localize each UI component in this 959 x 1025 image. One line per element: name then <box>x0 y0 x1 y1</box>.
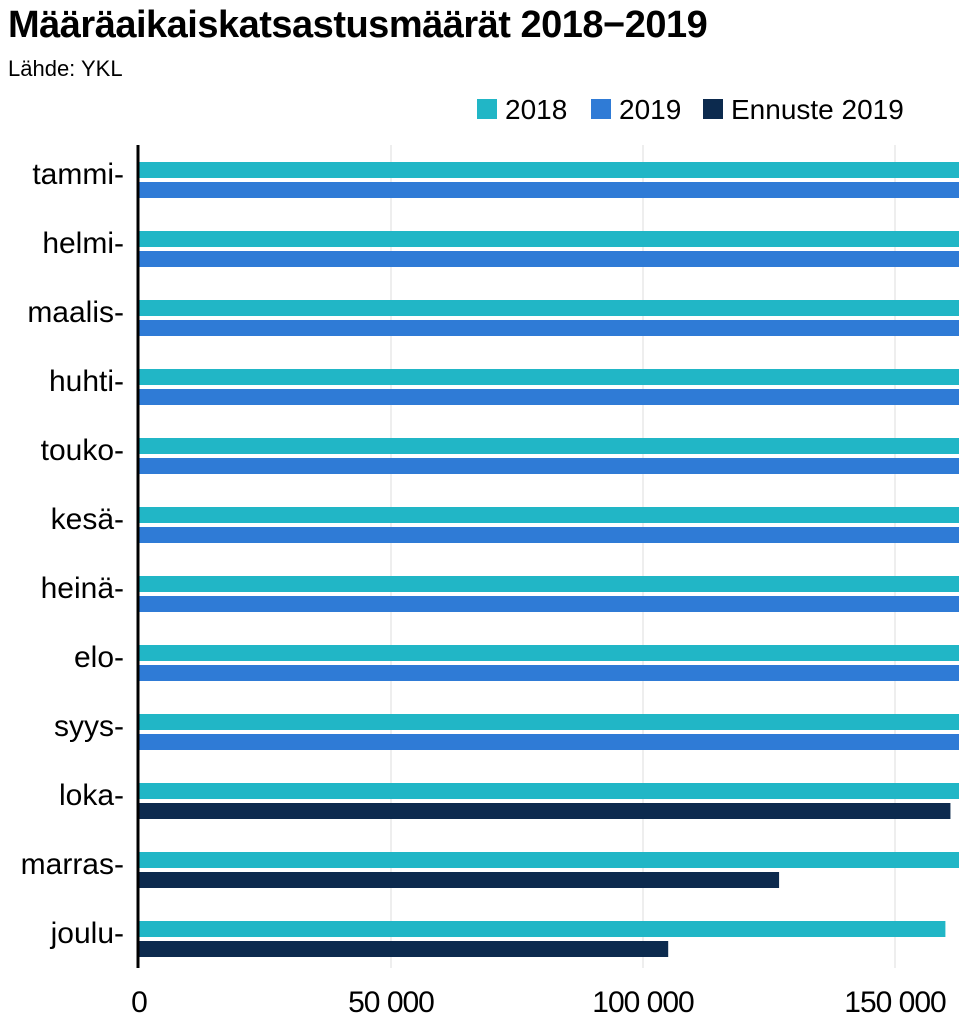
category-label: syys- <box>54 710 124 743</box>
category-label: tammi- <box>32 158 124 191</box>
legend-swatch <box>591 99 611 119</box>
bar-2018 <box>139 231 959 247</box>
chart-title: Määräaikaiskatsastusmäärät 2018−2019 <box>8 4 708 46</box>
bar-ennuste-2019 <box>139 872 780 888</box>
bar-2018 <box>139 300 959 316</box>
bar-2019 <box>139 734 959 750</box>
category-label: kesä- <box>51 503 124 536</box>
bar-ennuste-2019 <box>139 941 669 957</box>
bar-2019 <box>139 458 959 474</box>
gridlines <box>390 145 896 968</box>
category-label: huhti- <box>49 365 124 398</box>
bar-2019 <box>139 527 959 543</box>
bar-2019 <box>139 182 959 198</box>
bar-2018 <box>139 576 959 592</box>
legend-swatch <box>703 99 723 119</box>
bar-2019 <box>139 596 959 612</box>
bar-2018 <box>139 507 959 523</box>
chart-subtitle: Lähde: YKL <box>8 56 123 81</box>
x-tick-label: 150 000 <box>844 986 946 1019</box>
bars <box>139 162 959 957</box>
bar-2018 <box>139 438 959 454</box>
bar-2019 <box>139 320 959 336</box>
x-tick-label: 100 000 <box>592 986 694 1019</box>
legend: 2018 2019 Ennuste 2019 <box>477 94 904 125</box>
bar-2018 <box>139 852 959 868</box>
x-tick-label: 0 <box>131 986 147 1019</box>
bar-2018 <box>139 645 959 661</box>
bar-2018 <box>139 369 959 385</box>
bar-2019 <box>139 665 959 681</box>
category-label: maalis- <box>27 296 124 329</box>
bar-2019 <box>139 251 959 267</box>
category-label: marras- <box>21 848 124 881</box>
category-label: heinä- <box>41 572 124 605</box>
bar-2018 <box>139 783 959 799</box>
x-tick-label: 50 000 <box>348 986 434 1019</box>
legend-swatch <box>477 99 497 119</box>
category-label: elo- <box>74 641 124 674</box>
bar-2018 <box>139 921 946 937</box>
category-label: joulu- <box>50 917 124 950</box>
bar-ennuste-2019 <box>139 803 951 819</box>
category-label: helmi- <box>42 227 124 260</box>
legend-label: Ennuste 2019 <box>731 94 904 125</box>
category-label: touko- <box>41 434 124 467</box>
legend-label: 2019 <box>619 94 681 125</box>
category-label: loka- <box>59 779 124 812</box>
legend-label: 2018 <box>505 94 567 125</box>
bar-2018 <box>139 714 959 730</box>
bar-2019 <box>139 389 959 405</box>
bar-2018 <box>139 162 959 178</box>
